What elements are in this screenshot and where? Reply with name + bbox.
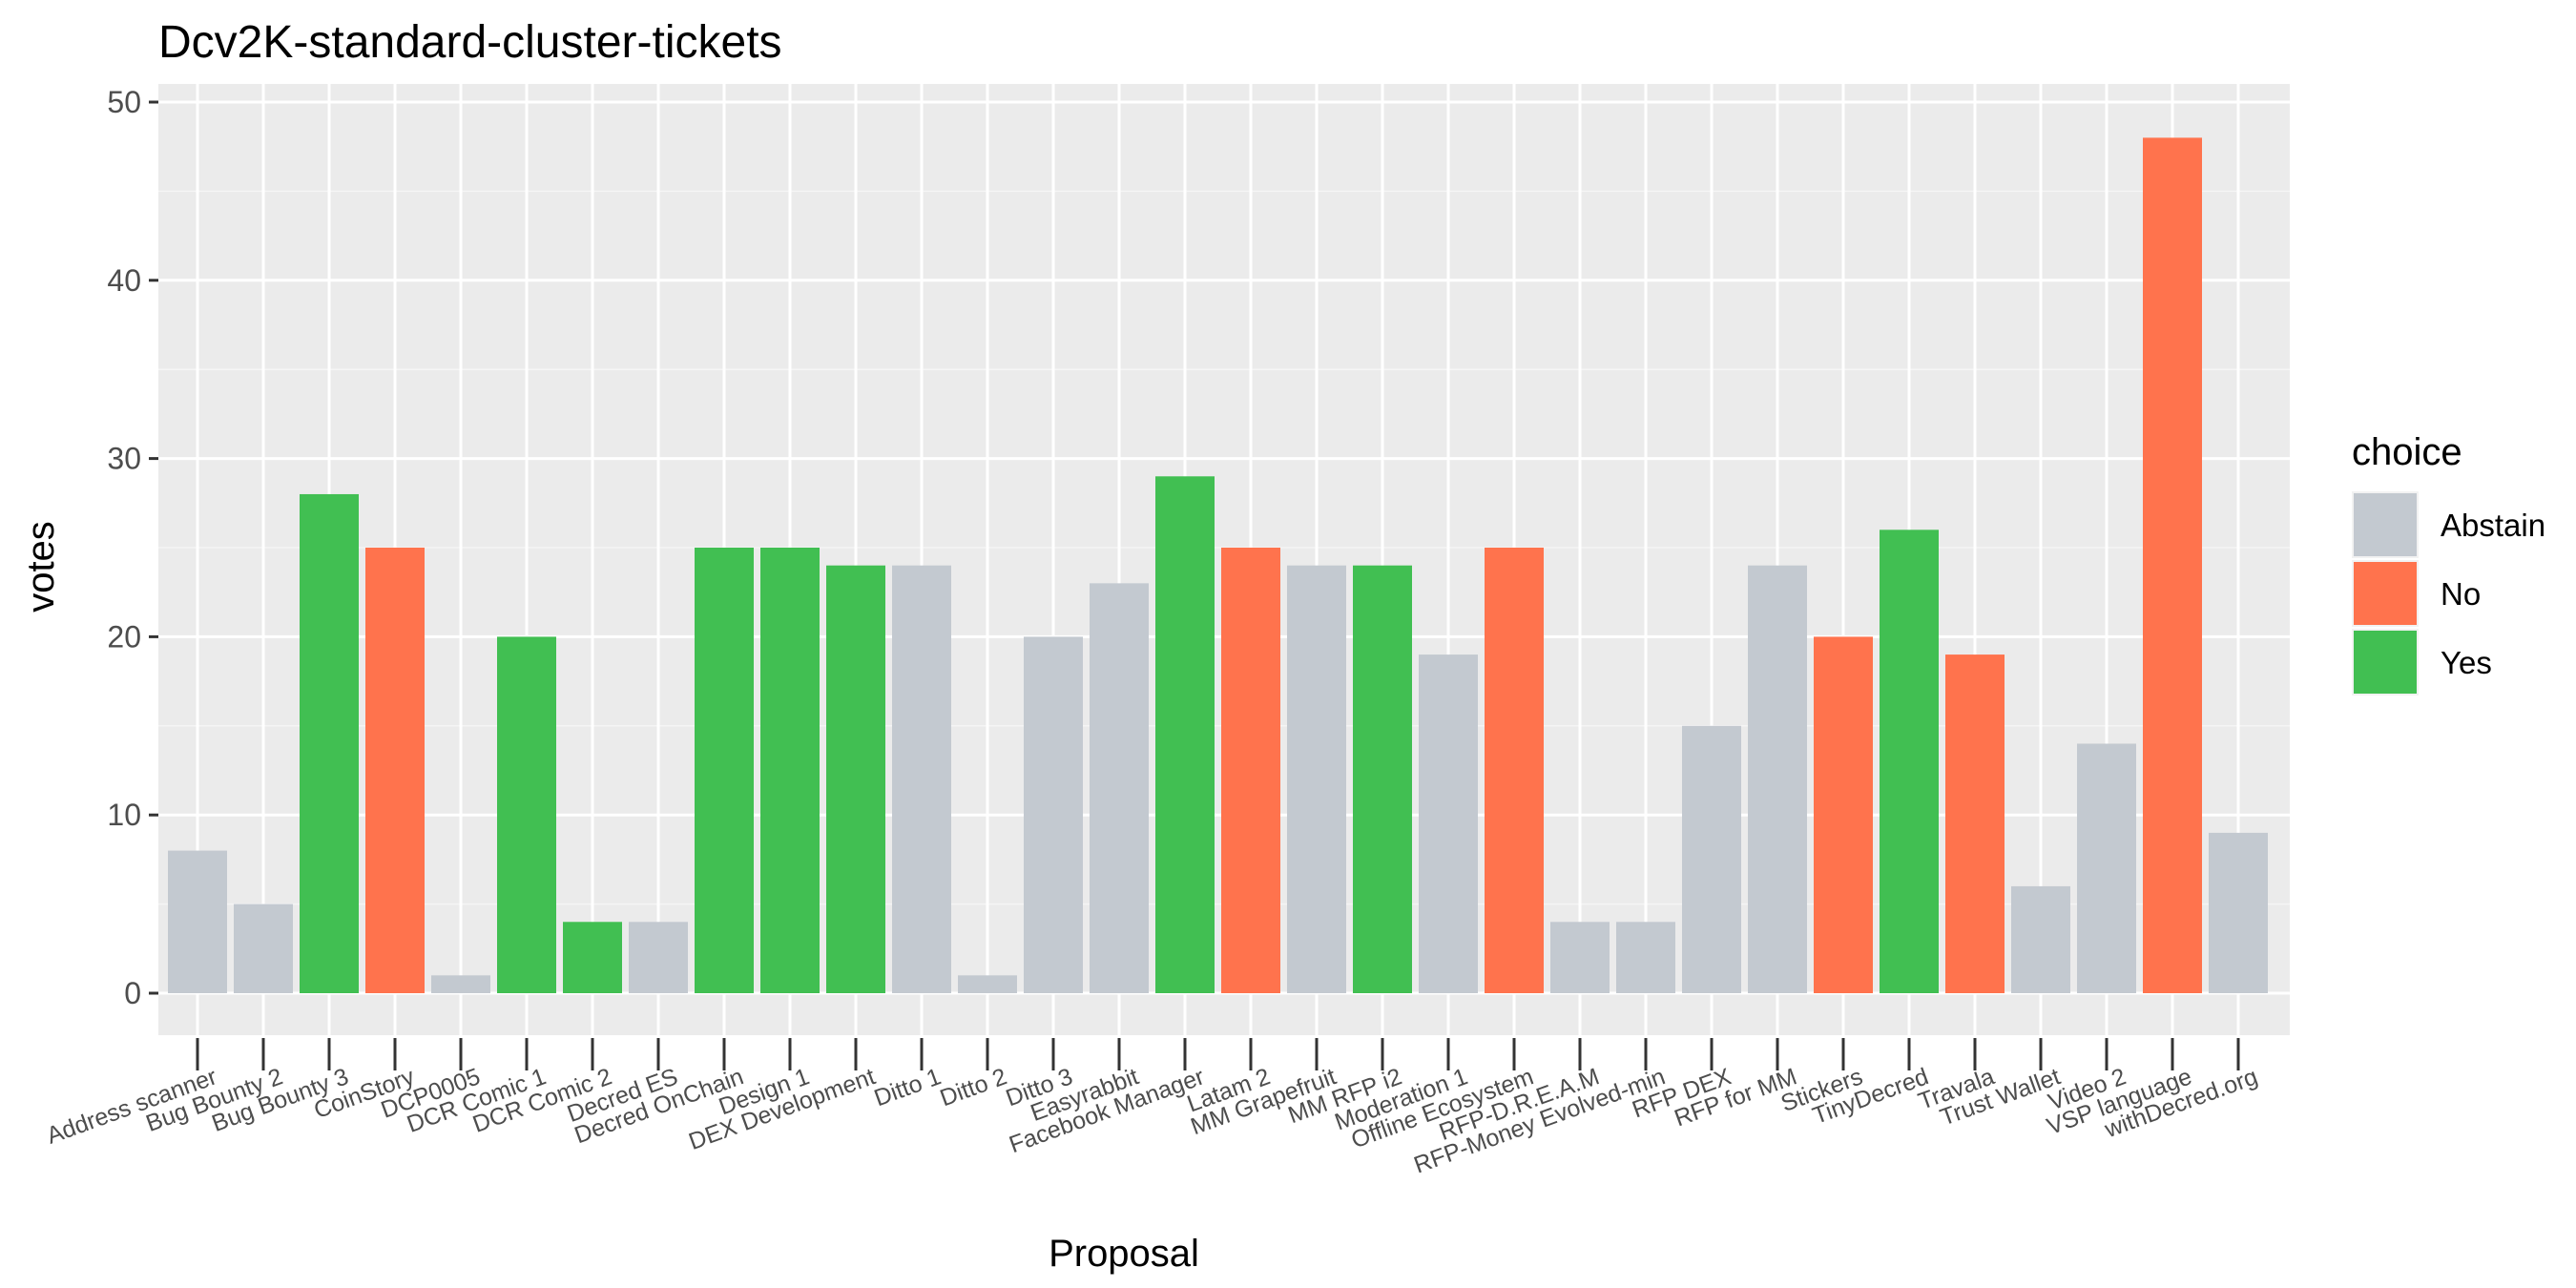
legend-title: choice [2352,431,2462,473]
bar [1682,725,1741,993]
x-tick-label: Ditto 1 [871,1063,945,1111]
y-tick-label: 30 [107,442,141,476]
y-tick-label: 10 [107,798,141,832]
bar [1880,530,1939,993]
bar [760,548,820,993]
bar [497,636,556,993]
bar [1748,565,1807,993]
bar [826,565,885,993]
bar [1485,548,1544,993]
legend-swatch [2354,631,2417,694]
bar [431,975,490,993]
x-tick-label: Ditto 2 [937,1063,1010,1111]
bar [2077,743,2136,993]
x-axis-title: Proposal [1049,1233,1199,1275]
legend-swatch [2354,493,2417,556]
bar [1155,476,1215,993]
bar [2011,885,2070,993]
bar [629,922,688,993]
legend-swatch [2354,562,2417,625]
bar [2209,832,2268,993]
bar [168,850,227,993]
legend-label: No [2441,576,2481,612]
bar [892,565,951,993]
y-tick-label: 50 [107,85,141,119]
y-tick-label: 40 [107,263,141,298]
bar [1024,636,1083,993]
bar [563,922,622,993]
chart-title: Dcv2K-standard-cluster-tickets [158,17,782,68]
y-axis: 0 10 20 30 40 50 [107,85,158,1010]
bar [365,548,425,993]
bar [1945,654,2005,993]
bar [2143,137,2202,994]
bar [1221,548,1280,993]
legend-label: Yes [2441,645,2492,680]
y-axis-title: votes [20,521,62,613]
bar [234,904,293,993]
bar [1550,922,1610,993]
bar [958,975,1017,993]
bars [168,137,2268,994]
bar [1090,583,1149,993]
y-tick-label: 20 [107,619,141,654]
bar [300,493,359,993]
bar [1353,565,1412,993]
bar [1814,636,1873,993]
y-tick-label: 0 [124,976,141,1010]
legend: choice Abstain No Yes [2352,431,2545,696]
bar [1419,654,1478,993]
bar [1287,565,1346,993]
legend-label: Abstain [2441,508,2545,543]
bar [1616,922,1675,993]
bar [695,548,754,993]
